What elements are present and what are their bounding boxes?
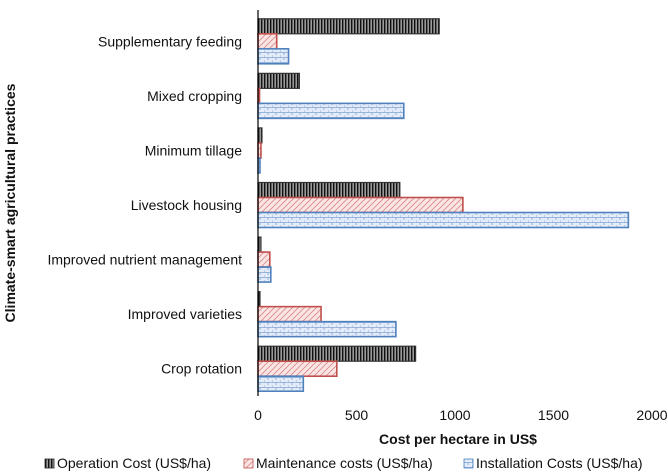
x-tick-label-2000: 2000: [636, 407, 667, 423]
x-axis-label: Cost per hectare in US$: [379, 431, 537, 447]
bar-operation-livestock-housing: [257, 181, 401, 199]
legend-item-maintenance: Maintenance costs (US$/ha): [243, 455, 433, 471]
bar-maintenance-livestock-housing: [257, 196, 464, 214]
legend-swatch-installation: [463, 458, 474, 469]
x-tick-label-500: 500: [345, 407, 369, 423]
bar-installation-livestock-housing: [257, 211, 630, 229]
bar-operation-mixed-cropping: [257, 72, 300, 89]
category-label-improved-varieties: Improved varieties: [128, 306, 242, 322]
bar-maintenance-crop-rotation: [257, 360, 338, 378]
x-tick-labels: 0 500 1000 1500 2000: [254, 407, 668, 423]
category-label-improved-nutrient-management: Improved nutrient management: [47, 252, 242, 268]
bar-installation-improved-nutrient-management: [257, 266, 272, 283]
bar-maintenance-improved-varieties: [257, 305, 322, 323]
bar-installation-crop-rotation: [257, 375, 305, 393]
category-label-livestock-housing: Livestock housing: [131, 197, 242, 213]
legend-item-installation: Installation Costs (US$/ha): [463, 455, 643, 471]
category-labels: Supplementary feeding Mixed cropping Minim…: [47, 33, 242, 376]
bar-installation-supplementary-feeding: [257, 47, 290, 65]
legend-item-operation: Operation Cost (US$/ha): [44, 455, 211, 471]
x-tick-label-0: 0: [254, 407, 262, 423]
x-tick-label-1500: 1500: [538, 407, 569, 423]
legend-swatch-operation: [44, 458, 55, 469]
bar-maintenance-supplementary-feeding: [257, 32, 278, 50]
bar-installation-mixed-cropping: [257, 102, 405, 120]
category-label-mixed-cropping: Mixed cropping: [147, 88, 242, 104]
legend-swatch-maintenance: [243, 458, 254, 469]
bar-maintenance-improved-nutrient-management: [257, 251, 271, 268]
plot-area: [257, 18, 630, 393]
category-label-minimum-tillage: Minimum tillage: [145, 142, 242, 158]
legend: Operation Cost (US$/ha) Maintenance cost…: [44, 455, 643, 471]
bar-operation-crop-rotation: [257, 345, 417, 362]
category-label-crop-rotation: Crop rotation: [161, 361, 242, 377]
x-tick-label-1000: 1000: [439, 407, 470, 423]
legend-label-operation: Operation Cost (US$/ha): [57, 455, 211, 471]
y-axis-label: Climate-smart agricultural practices: [2, 83, 18, 322]
category-label-supplementary-feeding: Supplementary feeding: [98, 33, 242, 49]
legend-label-maintenance: Maintenance costs (US$/ha): [256, 455, 433, 471]
bar-installation-improved-varieties: [257, 320, 397, 338]
bar-operation-supplementary-feeding: [257, 18, 440, 35]
legend-label-installation: Installation Costs (US$/ha): [476, 455, 643, 471]
